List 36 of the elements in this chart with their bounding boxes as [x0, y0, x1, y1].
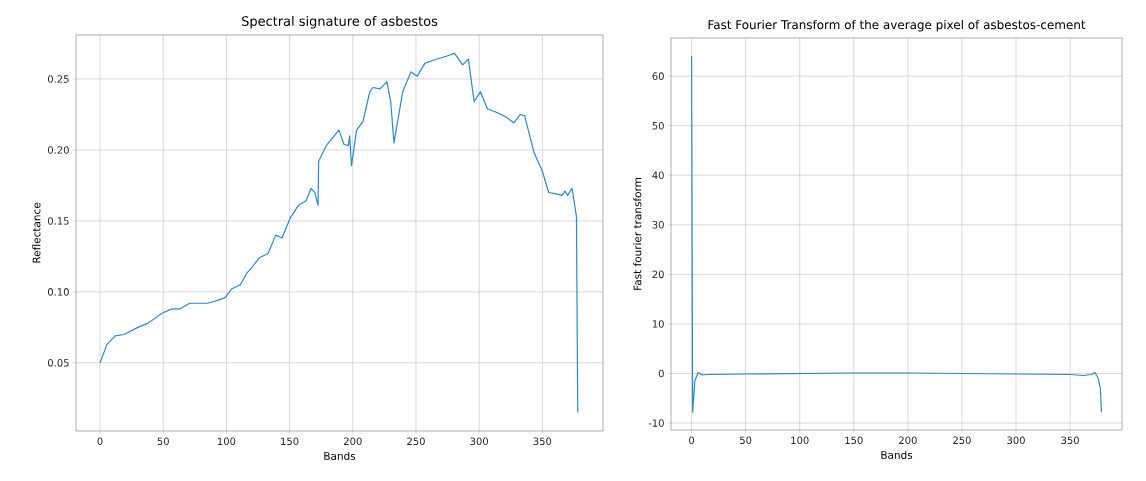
y-axis-title: Reflectance — [32, 202, 41, 263]
x-tick-label: 50 — [157, 437, 169, 446]
x-tick-label: 350 — [533, 437, 552, 446]
x-tick-label: 50 — [740, 436, 752, 445]
y-tick-label: 0.25 — [47, 75, 69, 83]
x-axis-title: Bands — [324, 451, 356, 460]
x-tick-label: 300 — [1007, 436, 1025, 445]
y-tick-label: 0 — [658, 369, 664, 378]
y-tick-label: 20 — [652, 270, 664, 279]
y-tick-label: 40 — [652, 171, 664, 180]
x-tick-label: 250 — [407, 437, 425, 446]
x-tick-label: 200 — [899, 436, 917, 445]
x-tick-label: 0 — [689, 436, 695, 445]
x-tick-label: 350 — [1061, 436, 1079, 445]
line-series — [99, 52, 579, 414]
x-tick-label: 150 — [281, 437, 299, 446]
y-tick-label: 0.05 — [47, 359, 69, 367]
x-tick-label: 100 — [217, 437, 236, 446]
x-axis-title: Bands — [881, 450, 913, 459]
y-tick-label: 10 — [652, 320, 664, 328]
y-tick-label: 0.15 — [47, 217, 69, 225]
x-tick-label: 300 — [470, 437, 489, 446]
x-tick-label: 100 — [791, 436, 809, 445]
y-tick-label: 30 — [652, 221, 664, 229]
chart-title: Spectral signature of asbestos — [242, 15, 438, 29]
x-tick-label: 250 — [953, 436, 971, 445]
y-tick-label: 60 — [652, 72, 664, 80]
y-tick-label: 50 — [652, 121, 664, 130]
chart-title: Fast Fourier Transform of the average pixel of asbestos-cement — [708, 19, 1086, 32]
x-tick-label: 0 — [97, 437, 103, 446]
x-tick-label: 150 — [845, 436, 863, 445]
y-tick-label: 0.20 — [47, 146, 69, 154]
y-tick-label: 0.10 — [47, 288, 69, 296]
x-tick-label: 200 — [344, 437, 362, 446]
y-tick-label: -10 — [648, 419, 664, 427]
y-axis-title: Fast fourier transform — [633, 178, 642, 290]
